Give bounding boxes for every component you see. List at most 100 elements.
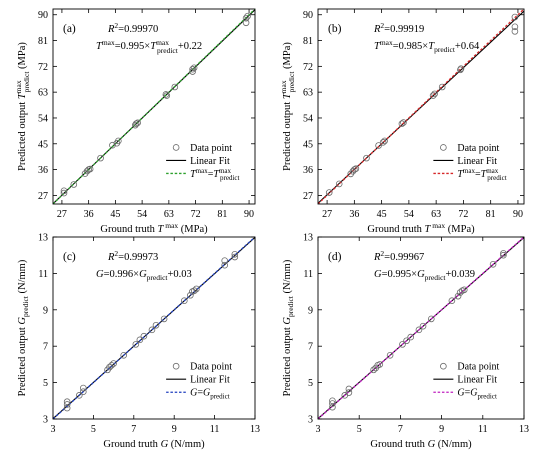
r2-sup: 2 bbox=[380, 21, 384, 30]
legend-ref-eq: = bbox=[197, 388, 203, 399]
legend-reference-label: G=Gpredict bbox=[190, 388, 230, 401]
x-tick-label: 45 bbox=[110, 209, 120, 220]
y-axis-title: Predicted output Tmaxpredict (MPa) bbox=[14, 42, 31, 171]
ylabel-unit: (N/mm) bbox=[282, 259, 293, 296]
y-tick-label: 90 bbox=[303, 10, 313, 21]
data-point bbox=[399, 341, 406, 348]
xlabel-unit: (MPa) bbox=[178, 224, 208, 235]
data-point bbox=[500, 251, 507, 259]
x-tick-label: 5 bbox=[91, 424, 96, 435]
data-point bbox=[398, 120, 406, 128]
x-tick-label: 72 bbox=[191, 209, 201, 220]
legend-ref-sym-a: G bbox=[457, 388, 464, 399]
data-point bbox=[162, 91, 170, 98]
x-tick-label: 27 bbox=[57, 209, 67, 220]
r2-symbol: R bbox=[373, 24, 381, 35]
x-tick-label: 5 bbox=[357, 424, 362, 435]
r2-value: =0.99973 bbox=[118, 252, 158, 263]
data-point bbox=[400, 119, 407, 126]
legend-reference-label: Tmax=Tmax predict bbox=[457, 167, 506, 182]
y-tick-label: 11 bbox=[38, 269, 48, 280]
legend-ref-sup-a: max bbox=[196, 167, 209, 175]
ylabel-symbol: T bbox=[282, 92, 293, 99]
x-tick-label: 63 bbox=[164, 209, 174, 220]
data-point bbox=[448, 297, 456, 305]
y-tick-label: 9 bbox=[43, 305, 48, 316]
y-axis-title: Predicted output Tmaxpredict (MPa) bbox=[279, 42, 296, 171]
data-point bbox=[242, 14, 250, 22]
data-point bbox=[244, 12, 251, 20]
y-tick-label: 3 bbox=[43, 415, 48, 426]
reference-line bbox=[53, 9, 255, 204]
legend-data-point-marker bbox=[172, 362, 180, 370]
ylabel-sup: max bbox=[279, 80, 288, 93]
data-point bbox=[415, 326, 423, 334]
reference-line bbox=[53, 237, 255, 419]
legend-ref-sym-a: T bbox=[190, 169, 197, 180]
fit-equation: G=0.996×Gpredict+0.03 bbox=[96, 269, 192, 282]
y-tick-label: 36 bbox=[38, 165, 48, 176]
data-point bbox=[370, 366, 377, 374]
x-axis-title: Ground truth G (N/mm) bbox=[370, 439, 472, 450]
data-point bbox=[457, 66, 464, 74]
xlabel-unit: (N/mm) bbox=[435, 439, 472, 450]
data-point bbox=[386, 351, 394, 359]
fit-x-symbol: G bbox=[417, 269, 425, 280]
y-tick-label: 54 bbox=[303, 113, 313, 124]
data-point bbox=[190, 64, 198, 72]
ylabel-unit: (MPa) bbox=[282, 42, 293, 72]
data-point bbox=[86, 165, 94, 173]
legend-ref-sup-a: max bbox=[463, 167, 476, 175]
fit-y-symbol: G bbox=[374, 269, 382, 280]
ylabel-symbol: T bbox=[17, 92, 28, 99]
x-tick-label: 3 bbox=[316, 424, 321, 435]
data-point bbox=[181, 297, 188, 305]
data-point bbox=[63, 398, 71, 406]
y-tick-label: 72 bbox=[38, 62, 48, 73]
xlabel-unit: (N/mm) bbox=[168, 439, 205, 450]
legend-ref-eq: = bbox=[208, 169, 214, 180]
x-tick-label: 7 bbox=[131, 424, 136, 435]
y-tick-label: 5 bbox=[308, 378, 313, 389]
panel-label: (a) bbox=[63, 23, 76, 35]
legend-data-point-label: Data point bbox=[190, 143, 232, 154]
fit-x-sub: predict bbox=[147, 273, 169, 282]
xlabel-unit: (MPa) bbox=[445, 224, 475, 235]
data-point bbox=[63, 404, 71, 412]
data-point bbox=[325, 189, 333, 196]
fit-eq-mid: =0.985× bbox=[393, 41, 429, 52]
data-point bbox=[110, 360, 117, 367]
panel-label: (c) bbox=[63, 251, 76, 263]
r-squared-annotation: R2=0.99973 bbox=[107, 249, 158, 263]
x-tick-label: 7 bbox=[398, 424, 403, 435]
x-tick-label: 13 bbox=[519, 424, 529, 435]
data-point bbox=[403, 337, 410, 345]
x-axis-title: Ground truth G (N/mm) bbox=[103, 439, 205, 450]
y-tick-label: 90 bbox=[38, 10, 48, 21]
fit-eq-mid: =0.996× bbox=[104, 269, 140, 280]
data-point bbox=[115, 137, 122, 145]
y-tick-label: 45 bbox=[38, 139, 48, 150]
data-point bbox=[457, 65, 465, 72]
fit-y-sup: max bbox=[380, 38, 393, 47]
x-tick-label: 9 bbox=[172, 424, 177, 435]
xlabel-symbol: T bbox=[158, 224, 165, 235]
legend-ref-sub-b: predict bbox=[487, 174, 506, 182]
data-point bbox=[429, 92, 437, 99]
legend-reference-label: G=Gpredict bbox=[457, 388, 497, 401]
x-tick-label: 11 bbox=[478, 424, 488, 435]
r2-value: =0.99970 bbox=[118, 24, 158, 35]
fit-equation: Tmax=0.985×Tpredict+0.64 bbox=[374, 38, 480, 54]
ylabel-unit: (MPa) bbox=[17, 42, 28, 72]
y-tick-label: 11 bbox=[303, 269, 313, 280]
x-tick-label: 54 bbox=[404, 209, 414, 220]
data-point bbox=[500, 250, 507, 257]
y-tick-label: 72 bbox=[303, 62, 313, 73]
legend-linear-fit-label: Linear Fit bbox=[190, 375, 230, 386]
y-tick-label: 81 bbox=[303, 36, 313, 47]
data-point bbox=[375, 142, 382, 149]
data-point bbox=[407, 333, 415, 341]
y-tick-label: 36 bbox=[303, 165, 313, 176]
x-tick-label: 36 bbox=[349, 209, 359, 220]
